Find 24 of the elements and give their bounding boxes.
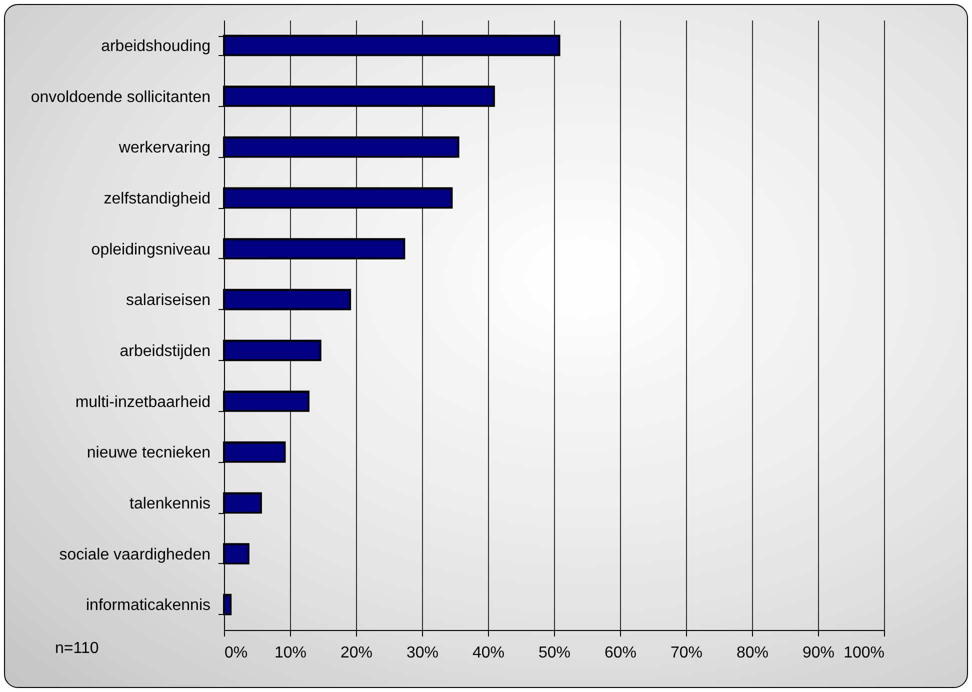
y-tick-label: onvoldoende sollicitanten — [30, 88, 210, 106]
y-tick-label: arbeidstijden — [120, 342, 210, 360]
y-tick-label: informaticakennis — [86, 597, 210, 614]
x-tick-label: 70% — [670, 644, 703, 662]
y-tick-label: sociale vaardigheden — [59, 546, 210, 564]
x-tick-label: 30% — [406, 644, 439, 662]
x-tick-label: 40% — [472, 644, 505, 662]
x-tick-label: 60% — [604, 644, 637, 662]
text: n=110 — [55, 640, 99, 658]
x-tick-label: 100% — [844, 644, 884, 662]
y-tick-label: multi-inzetbaarheid — [75, 394, 210, 411]
y-tick-label: werkervaring — [118, 140, 210, 157]
y-tick-label: zelfstandigheid — [104, 190, 210, 208]
x-tick-label: 80% — [736, 644, 769, 662]
x-tick-label: 10% — [274, 644, 307, 662]
y-tick-label: salariseisen — [126, 292, 210, 310]
y-tick-label: nieuwe tecnieken — [86, 444, 210, 462]
y-tick-label: opleidingsniveau — [91, 241, 210, 258]
x-tick-label: 50% — [538, 644, 571, 662]
x-tick-label: 90% — [802, 644, 835, 662]
y-tick-label: talenkennis — [130, 495, 210, 512]
y-tick-label: arbeidshouding — [101, 38, 210, 55]
x-tick-label: 20% — [340, 644, 373, 662]
x-tick-label: 0% — [224, 644, 248, 662]
